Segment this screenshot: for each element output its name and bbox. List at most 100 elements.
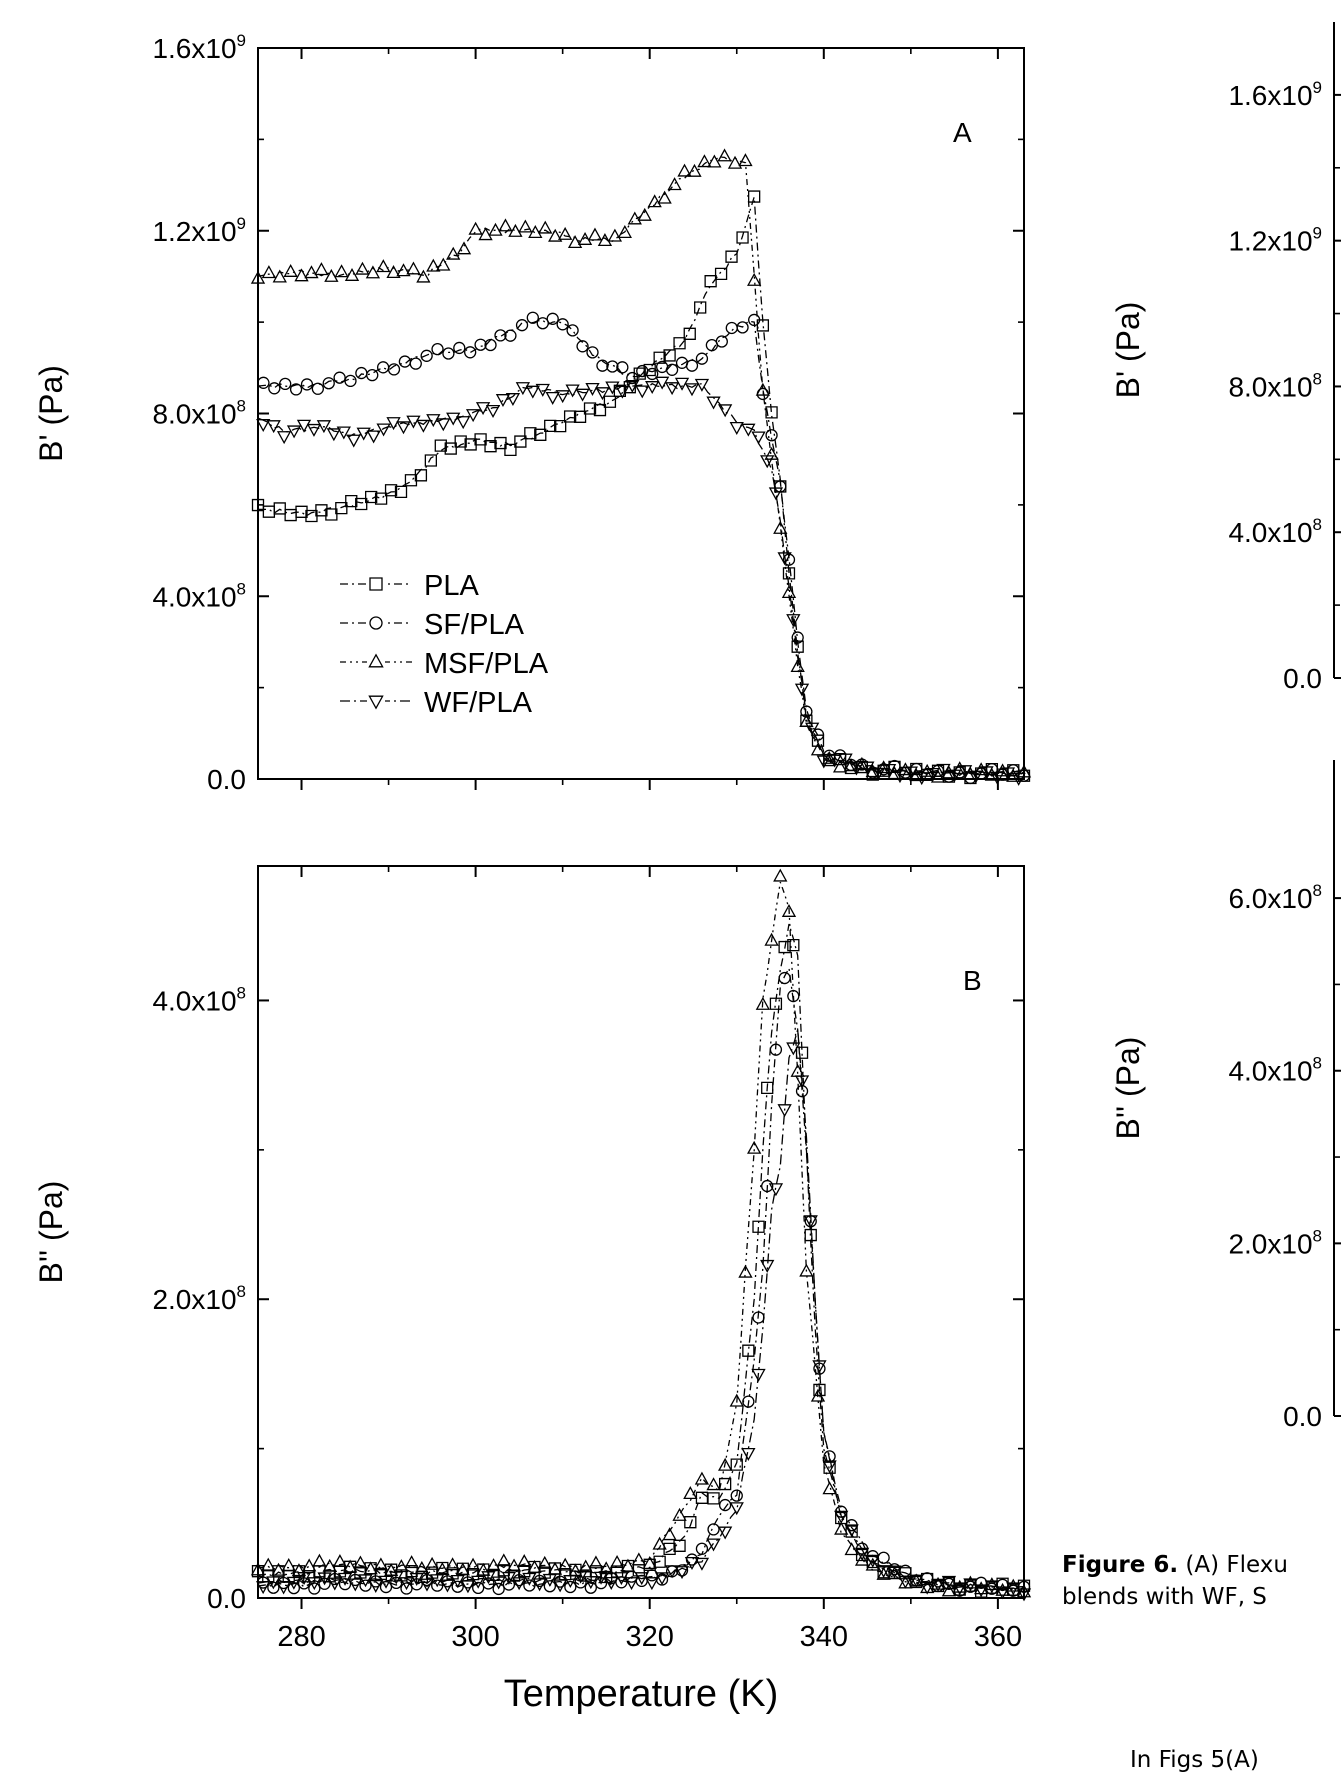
data-point	[810, 742, 826, 756]
data-point	[877, 763, 890, 776]
series-line	[257, 382, 1025, 777]
data-point	[378, 1575, 394, 1589]
data-point	[261, 265, 277, 279]
legend-marker	[369, 577, 383, 591]
data-point	[476, 1562, 491, 1576]
data-point	[751, 1368, 766, 1382]
data-point	[424, 1556, 440, 1570]
data-point	[266, 1576, 281, 1590]
data-point	[764, 446, 779, 460]
x-tick-label: 340	[800, 1621, 848, 1653]
data-point	[255, 1581, 271, 1595]
data-point	[803, 1215, 818, 1229]
data-point	[730, 1489, 743, 1502]
data-point	[674, 1566, 690, 1580]
data-point	[576, 340, 589, 353]
data-point	[1011, 772, 1026, 786]
data-point	[794, 683, 810, 697]
data-point	[563, 1575, 578, 1589]
data-point	[557, 226, 573, 240]
data-point	[297, 1577, 311, 1590]
data-point	[718, 1498, 732, 1512]
data-point	[984, 1580, 1000, 1594]
data-point	[373, 1557, 389, 1571]
data-point	[876, 760, 891, 774]
y-tick-label: 1.6x109	[1228, 78, 1322, 111]
data-point	[718, 1477, 732, 1491]
data-point	[471, 1575, 486, 1589]
data-point	[736, 231, 749, 244]
data-point	[887, 1566, 902, 1580]
y-tick-label-exponent: 8	[1313, 515, 1322, 534]
data-point	[436, 257, 451, 271]
data-point	[287, 1581, 300, 1595]
data-point	[877, 1551, 890, 1564]
data-point	[409, 1572, 424, 1586]
data-point	[420, 349, 433, 362]
data-point	[526, 311, 539, 324]
series-pla	[251, 923, 1031, 1598]
data-point	[585, 382, 600, 396]
data-point	[573, 1570, 588, 1584]
data-point	[760, 1259, 775, 1273]
data-point	[426, 258, 441, 272]
legend-label: SF/PLA	[424, 609, 525, 641]
data-point	[725, 321, 738, 335]
data-point	[484, 440, 497, 453]
data-point	[593, 1571, 609, 1585]
y-axis-label: B' (Pa)	[33, 365, 69, 462]
data-point	[782, 567, 796, 580]
data-point	[791, 640, 804, 653]
data-point	[558, 1557, 573, 1571]
y-tick-label-exponent: 8	[237, 397, 246, 416]
data-point	[514, 435, 527, 448]
data-point	[314, 262, 329, 276]
data-point	[920, 1581, 935, 1595]
data-point	[761, 1179, 774, 1193]
data-point	[665, 363, 679, 376]
data-point	[492, 1582, 505, 1596]
data-point	[903, 766, 918, 780]
data-point	[355, 261, 370, 275]
data-point	[741, 1447, 756, 1461]
data-point	[597, 233, 613, 247]
data-point	[625, 379, 640, 393]
data-point	[577, 231, 593, 245]
data-point	[748, 190, 761, 203]
data-point	[887, 1565, 902, 1579]
data-point	[677, 163, 692, 177]
data-point	[979, 766, 994, 780]
data-point	[694, 1471, 710, 1485]
data-point	[761, 1081, 774, 1095]
y-tick-label: 0.0	[1283, 663, 1322, 694]
data-point	[614, 1572, 629, 1586]
caption-text-1: (A) Flexu	[1178, 1552, 1288, 1578]
data-point	[653, 1555, 666, 1568]
data-point	[410, 1578, 423, 1591]
data-point	[343, 1559, 358, 1573]
data-point	[647, 194, 662, 208]
data-point	[465, 409, 481, 423]
y-axis-label: B'' (Pa)	[1110, 1037, 1146, 1140]
data-point	[444, 442, 457, 455]
data-point	[390, 1576, 403, 1589]
data-point	[502, 1578, 516, 1591]
panel-label: B	[963, 965, 982, 996]
data-point	[742, 1395, 755, 1408]
data-point	[442, 347, 455, 360]
data-point	[345, 494, 358, 508]
data-point	[366, 430, 381, 444]
data-point	[284, 508, 297, 522]
data-point	[794, 1075, 810, 1089]
data-point	[634, 1572, 649, 1586]
data-point	[456, 241, 472, 255]
data-point	[376, 259, 391, 273]
data-point	[587, 227, 603, 241]
data-point	[431, 342, 444, 356]
y-tick-label: 8.0x108	[152, 397, 246, 430]
data-point	[272, 269, 287, 283]
data-point	[257, 376, 270, 389]
data-point	[348, 1578, 363, 1592]
data-point	[606, 360, 619, 373]
y-tick-label: 4.0x108	[1228, 515, 1322, 548]
